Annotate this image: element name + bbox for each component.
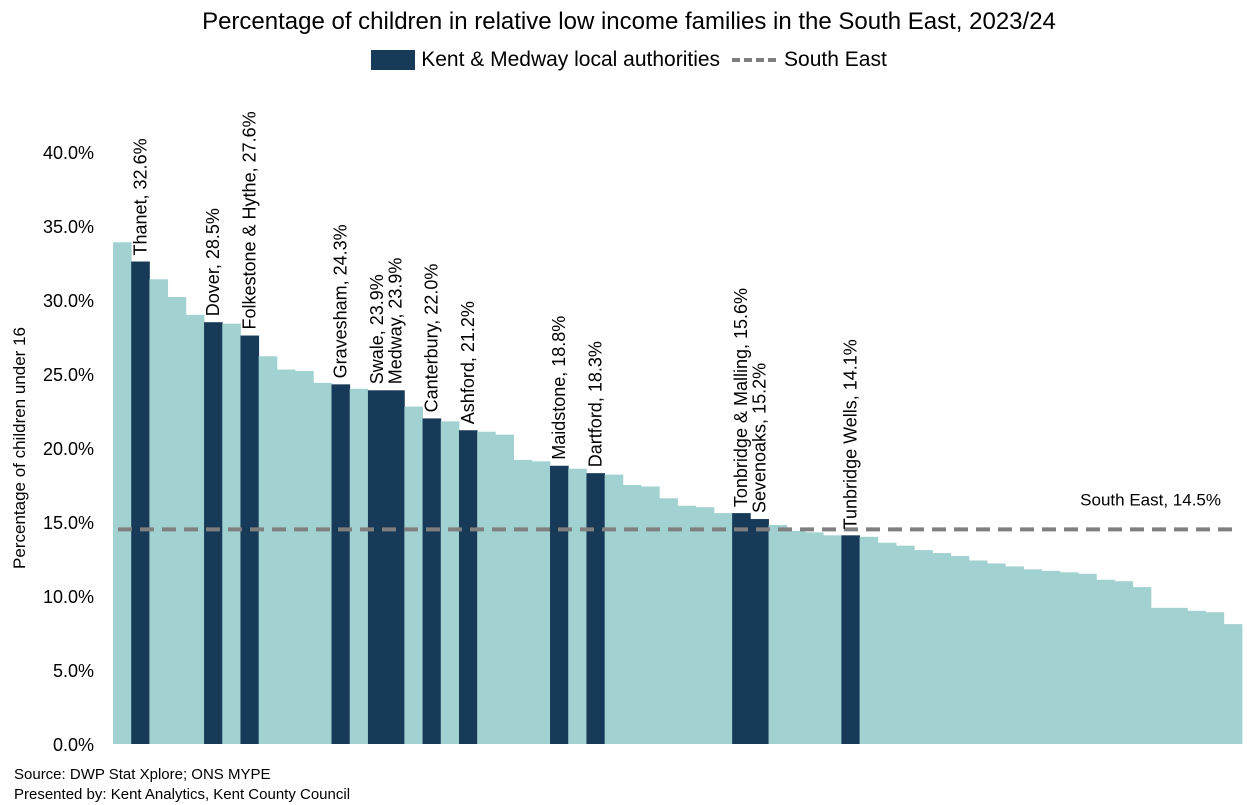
bar-other [1041,570,1061,744]
bar-other [568,468,587,744]
chart-footer: Source: DWP Stat Xplore; ONS MYPE Presen… [14,765,350,805]
bar-data-label: Maidstone, 18.8% [549,316,569,460]
y-tick-label: 0.0% [53,735,94,755]
bar-other [531,461,551,744]
bar-data-label: Tunbridge Wells, 14.1% [841,339,861,529]
bar-other [914,550,933,744]
bar-other [804,532,824,744]
bar-other [877,542,897,744]
bar-other [1205,612,1225,744]
bar-data-label: Medway, 23.9% [385,258,405,385]
bar-other [1096,579,1115,744]
bar-kent [422,418,442,744]
bar-other [404,406,423,744]
legend-swatch-kent [371,50,416,70]
bar-kent [841,535,860,744]
bar-data-label: Sevenoaks, 15.2% [749,363,769,513]
bar-other [932,553,952,744]
y-tick-label: 5.0% [53,661,94,681]
legend-label-south-east: South East [784,48,887,71]
legend-item-south-east: South East [732,48,887,72]
chart-legend: Kent & Medway local authorities South Ea… [0,48,1258,72]
bar-kent [204,322,223,744]
bar-other [987,563,1006,744]
bar-kent [586,473,606,744]
bar-other [1223,624,1243,744]
legend-label-kent: Kent & Medway local authorities [421,48,721,71]
bar-data-label: Dartford, 18.3% [586,341,606,467]
bar-other [295,371,314,744]
bar-other [1078,573,1097,744]
bar-kent [367,390,387,744]
bar-data-label: Canterbury, 22.0% [422,264,442,413]
bar-other [768,524,788,744]
bar-other [222,323,241,744]
bar-data-label: Dover, 28.5% [203,208,223,316]
y-tick-label: 40.0% [43,143,94,163]
bar-kent [750,519,769,744]
bar-other [477,431,496,744]
y-tick-label: 20.0% [43,439,94,459]
bar-other [823,535,842,744]
bar-other [896,545,915,744]
legend-dash-south-east [732,58,777,62]
bar-kent [732,513,751,744]
bar-other [440,421,460,744]
bar-other [258,356,278,744]
bar-kent [240,335,260,744]
y-tick-label: 25.0% [43,365,94,385]
bar-data-label: Ashford, 21.2% [458,301,478,424]
bar-other [349,388,369,744]
y-tick-label: 10.0% [43,587,94,607]
south-east-reference-label: South East, 14.5% [1080,490,1221,509]
y-tick-label: 35.0% [43,217,94,237]
bar-other [513,459,533,744]
bar-other [495,434,515,744]
bar-data-label: Swale, 23.9% [367,274,387,384]
bar-data-label: Folkestone & Hythe, 27.6% [240,111,260,329]
bar-kent [458,430,478,744]
bar-other [968,560,988,744]
legend-item-kent: Kent & Medway local authorities [371,48,720,72]
bar-other [641,486,660,744]
bar-other [1187,610,1206,744]
bar-data-label: Thanet, 32.6% [130,138,150,255]
source-note: Source: DWP Stat Xplore; ONS MYPE [14,766,271,783]
bar-kent [386,390,405,744]
presented-note: Presented by: Kent Analytics, Kent Count… [14,786,351,803]
bar-other [713,513,733,744]
bar-other [276,369,296,744]
bar-other [313,382,332,744]
bar-other [1169,607,1188,744]
bar-other [604,474,624,744]
bar-other [1114,581,1134,744]
bar-kent [331,384,351,744]
y-tick-label: 15.0% [43,513,94,533]
chart-title: Percentage of children in relative low i… [202,8,1056,35]
bar-other [167,297,187,744]
bar-data-label: Gravesham, 24.3% [331,224,351,378]
bar-kent [550,465,569,744]
bar-other [1132,587,1152,744]
bar-other [1150,607,1170,744]
y-tick-label: 30.0% [43,291,94,311]
bar-other [1005,566,1024,744]
y-axis-title: Percentage of children under 16 [10,327,29,569]
bar-other [1059,572,1079,744]
bar-other [1023,569,1043,744]
bar-other [149,279,169,744]
bar-other [786,530,806,744]
bar-other [677,505,697,744]
bar-other [859,536,879,744]
bar-data-label: Tonbridge & Malling, 15.6% [731,288,751,507]
bar-kent [131,261,150,744]
bar-other [622,485,642,744]
bar-other [950,556,970,744]
bar-other [113,242,132,744]
bar-other [659,498,678,744]
bar-other [695,507,715,744]
